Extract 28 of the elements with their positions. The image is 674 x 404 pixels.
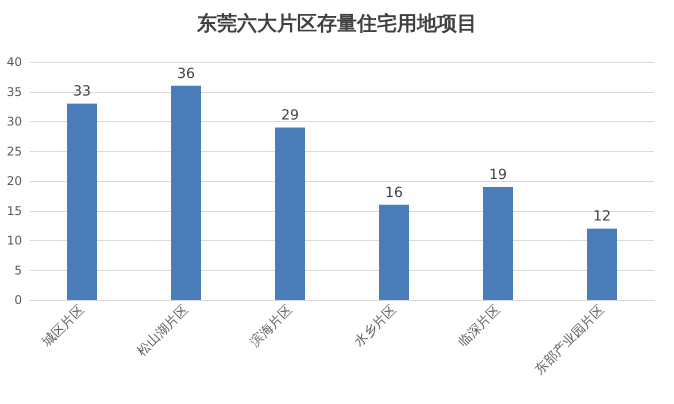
bar bbox=[275, 127, 305, 300]
y-tick-label: 10 bbox=[6, 234, 22, 248]
data-label: 33 bbox=[73, 84, 91, 100]
x-tick-label: 东部产业园片区 bbox=[532, 302, 608, 378]
x-tick-label: 松山湖片区 bbox=[134, 302, 192, 360]
data-label: 12 bbox=[593, 208, 611, 225]
y-tick-label: 25 bbox=[6, 144, 22, 158]
bar bbox=[379, 204, 409, 300]
chart-title: 东莞六大片区存量住宅用地项目 bbox=[196, 11, 477, 35]
x-tick-label: 水乡片区 bbox=[352, 302, 400, 350]
x-tick-label: 滨海片区 bbox=[247, 302, 296, 350]
bar bbox=[67, 104, 97, 300]
y-tick-label: 20 bbox=[6, 174, 22, 188]
x-tick-label: 临深片区 bbox=[456, 302, 504, 350]
x-tick-label: 城区片区 bbox=[39, 302, 88, 351]
y-tick-label: 40 bbox=[6, 55, 22, 69]
y-tick-label: 35 bbox=[6, 84, 22, 99]
y-tick-label: 0 bbox=[14, 293, 22, 307]
y-tick-label: 15 bbox=[6, 204, 22, 218]
y-tick-label: 30 bbox=[6, 114, 22, 128]
bar bbox=[171, 86, 201, 300]
data-label: 36 bbox=[177, 66, 195, 82]
data-label: 16 bbox=[385, 184, 403, 201]
data-label: 19 bbox=[489, 166, 507, 183]
bar bbox=[483, 186, 513, 300]
bar bbox=[587, 228, 617, 300]
data-label: 29 bbox=[281, 107, 299, 124]
y-tick-label: 5 bbox=[14, 263, 22, 278]
